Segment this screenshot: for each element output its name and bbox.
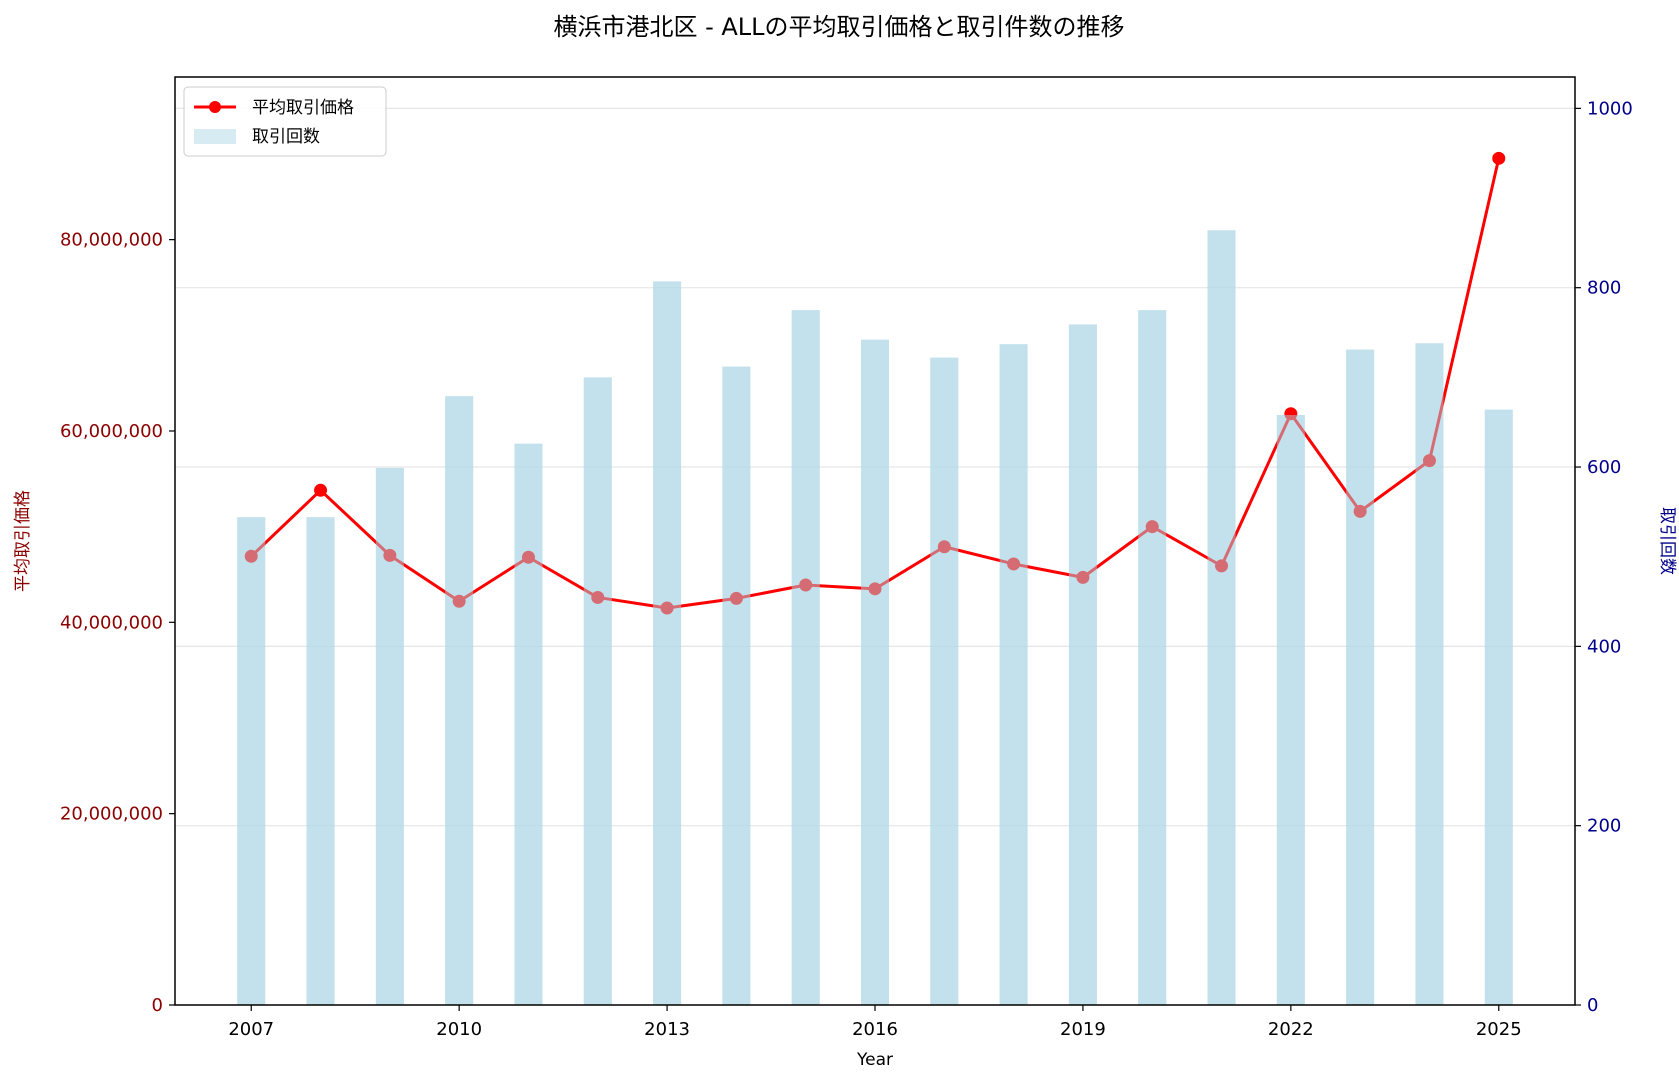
point-2025: [1492, 151, 1506, 165]
bar-overlay-2013: [653, 281, 682, 1006]
x-tick-label: 2025: [1476, 1019, 1522, 1040]
y-right-tick-label: 400: [1587, 636, 1621, 657]
bar-overlay-2011: [514, 443, 543, 1005]
point-tint-2013: [661, 601, 674, 614]
bar-overlay-2007: [237, 517, 266, 1005]
bar-overlay-2024: [1415, 343, 1444, 1005]
y-axis-right: 0 200 400 600 800 1000: [1575, 98, 1633, 1016]
point-tint-2007: [245, 550, 258, 563]
bar-overlay-2012: [583, 377, 612, 1005]
legend-label-price: 平均取引価格: [252, 98, 354, 118]
point-tint-2015: [799, 579, 812, 592]
bar-overlay-2022: [1276, 415, 1305, 1005]
y-right-tick-label: 800: [1587, 278, 1621, 299]
bar-overlay-2021: [1207, 230, 1236, 1006]
legend-bar-swatch: [194, 129, 236, 144]
point-tint-2021: [1215, 559, 1228, 572]
y-left-tick-label: 40,000,000: [60, 612, 163, 633]
bar-overlay-2019: [1068, 324, 1097, 1005]
x-tick-label: 2010: [436, 1019, 482, 1040]
x-tick-label: 2016: [852, 1019, 898, 1040]
x-axis-label: Year: [856, 1050, 893, 1070]
bar-overlay-2014: [722, 366, 751, 1005]
bar-overlay-2023: [1346, 349, 1375, 1005]
y-left-tick-label: 0: [152, 995, 163, 1016]
bar-overlay-2008: [306, 517, 335, 1005]
y-left-tick-label: 20,000,000: [60, 804, 163, 825]
bar-overlay-2015: [791, 310, 820, 1006]
point-tint-2010: [453, 595, 466, 608]
bar-overlay-2009: [375, 467, 404, 1005]
x-axis: 2007 2010 2013 2016 2019 2022 2025: [228, 1005, 1522, 1040]
point-tint-2023: [1354, 505, 1367, 518]
bar-overlay-2016: [861, 339, 889, 1005]
bar-overlay-2020: [1138, 310, 1167, 1006]
x-tick-label: 2013: [644, 1019, 690, 1040]
chart-title: 横浜市港北区 - ALLの平均取引価格と取引件数の推移: [553, 13, 1124, 41]
y-left-tick-label: 80,000,000: [60, 230, 163, 251]
point-tint-2012: [591, 591, 604, 604]
y-right-tick-label: 600: [1587, 457, 1621, 478]
y-right-tick-label: 1000: [1587, 98, 1633, 119]
legend-label-count: 取引回数: [252, 127, 320, 147]
point-tint-2009: [383, 549, 396, 562]
y-axis-left-label: 平均取引価格: [13, 490, 33, 592]
point-2008: [314, 483, 328, 497]
y-right-tick-label: 0: [1587, 995, 1598, 1016]
point-tint-2024: [1423, 454, 1436, 467]
point-tint-2014: [730, 592, 743, 605]
legend-marker-swatch: [209, 101, 221, 113]
bar-overlay-2017: [930, 357, 959, 1005]
point-tint-2011: [522, 551, 535, 564]
point-tint-2020: [1146, 520, 1159, 533]
legend: 平均取引価格 取引回数: [183, 86, 387, 157]
y-axis-right-label: 取引回数: [1657, 507, 1677, 575]
point-tint-2018: [1007, 557, 1020, 570]
y-axis-left: 0 20,000,000 40,000,000 60,000,000 80,000,00…: [60, 230, 175, 1016]
y-right-tick-label: 200: [1587, 816, 1621, 837]
x-tick-label: 2007: [228, 1019, 274, 1040]
x-tick-label: 2022: [1268, 1019, 1314, 1040]
bar-overlay-2018: [999, 344, 1028, 1005]
point-tint-2016: [869, 582, 882, 595]
front-markers: [237, 230, 1513, 1006]
x-tick-label: 2019: [1060, 1019, 1106, 1040]
point-tint-2017: [938, 540, 951, 553]
point-tint-2019: [1076, 571, 1089, 584]
bar-overlay-2025: [1484, 409, 1513, 1006]
bar-overlay-2010: [445, 396, 474, 1005]
y-left-tick-label: 60,000,000: [60, 421, 163, 442]
